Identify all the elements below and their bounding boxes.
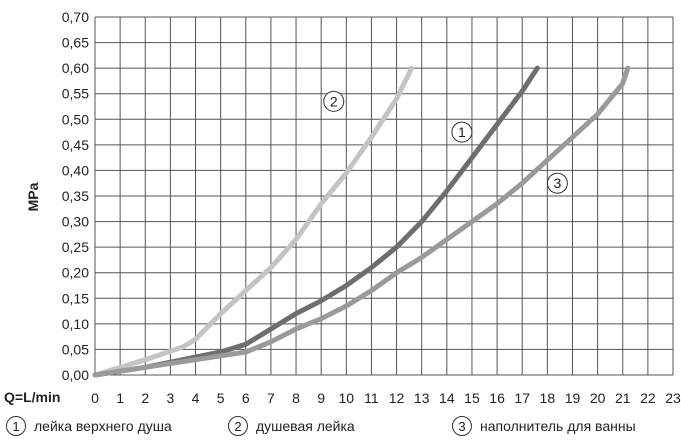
x-tick-label: 21 — [615, 390, 631, 406]
y-tick-label: 0,30 — [62, 214, 89, 230]
x-tick-label: 3 — [166, 390, 174, 406]
x-tick-label: 13 — [414, 390, 430, 406]
series-line-1 — [92, 65, 540, 378]
x-tick-label: 5 — [217, 390, 225, 406]
y-tick-label: 0,00 — [62, 367, 89, 383]
chart-area: 0,00 0,05 0,10 0,15 0,20 0,25 0,30 0,35 0,40 0,45… — [4, 9, 681, 406]
y-tick-label: 0,60 — [62, 60, 89, 76]
legend-marker-3: 3 — [452, 416, 472, 436]
legend: 1 лейка верхнего душа 2 душевая лейка 3 … — [0, 416, 681, 442]
series-line-2 — [92, 65, 415, 378]
y-tick-label: 0,65 — [62, 35, 89, 51]
series-marker-circle-1 — [451, 121, 473, 143]
y-axis-title: MPa — [25, 182, 41, 211]
series-lines — [92, 65, 631, 378]
legend-marker-1: 1 — [6, 416, 26, 436]
y-tick-label: 0,15 — [62, 290, 89, 306]
y-tick-label: 0,50 — [62, 111, 89, 127]
series-marker-label-1: 1 — [458, 124, 466, 140]
x-tick-label: 8 — [292, 390, 300, 406]
x-tick-label: 17 — [514, 390, 530, 406]
legend-item-2: 2 душевая лейка — [228, 416, 355, 436]
y-tick-label: 0,35 — [62, 188, 89, 204]
y-tick-label: 0,20 — [62, 265, 89, 281]
x-tick-label: 18 — [540, 390, 556, 406]
x-tick-label: 11 — [364, 390, 379, 406]
x-tick-label: 12 — [389, 390, 405, 406]
x-tick-label: 22 — [640, 390, 656, 406]
x-tick-label: 10 — [339, 390, 355, 406]
x-tick-label: 0 — [91, 390, 99, 406]
x-tick-label: 20 — [590, 390, 606, 406]
series-line-3 — [92, 65, 631, 378]
x-tick-labels: 0 1 2 3 4 5 6 7 8 9 10 11 12 13 14 15 16 17 18 19 20 21 22 23 — [91, 390, 681, 406]
series-marker-circle-2 — [323, 90, 345, 112]
x-tick-label: 15 — [464, 390, 480, 406]
legend-label-1: лейка верхнего душа — [34, 418, 172, 434]
y-tick-label: 0,25 — [62, 239, 89, 255]
x-tick-label: 19 — [565, 390, 581, 406]
x-tick-label: 7 — [267, 390, 275, 406]
legend-item-3: 3 наполнитель для ванны — [452, 416, 636, 436]
legend-marker-2: 2 — [228, 416, 248, 436]
y-tick-label: 0,05 — [62, 341, 89, 357]
legend-label-2: душевая лейка — [256, 418, 355, 434]
legend-item-1: 1 лейка верхнего душа — [6, 416, 172, 436]
x-tick-label: 6 — [242, 390, 250, 406]
legend-label-3: наполнитель для ванны — [480, 418, 636, 434]
grid — [94, 16, 674, 376]
x-tick-label: 23 — [665, 390, 681, 406]
x-tick-label: 1 — [116, 390, 124, 406]
series-marker-label-2: 2 — [330, 93, 338, 109]
x-tick-label: 9 — [317, 390, 325, 406]
x-tick-label: 2 — [141, 390, 149, 406]
y-tick-label: 0,45 — [62, 137, 89, 153]
y-tick-label: 0,55 — [62, 86, 89, 102]
series-markers: 1 2 3 — [323, 90, 568, 194]
y-tick-label: 0,10 — [62, 316, 89, 332]
x-tick-label: 4 — [192, 390, 200, 406]
y-tick-label: 0,70 — [62, 9, 89, 25]
x-tick-label: 14 — [439, 390, 455, 406]
x-axis-title: Q=L/min — [4, 389, 60, 405]
series-marker-label-3: 3 — [554, 175, 562, 191]
y-tick-labels: 0,00 0,05 0,10 0,15 0,20 0,25 0,30 0,35 0,40 0,45… — [62, 9, 89, 383]
x-tick-label: 16 — [489, 390, 505, 406]
series-marker-circle-3 — [546, 172, 568, 194]
y-tick-label: 0,40 — [62, 162, 89, 178]
